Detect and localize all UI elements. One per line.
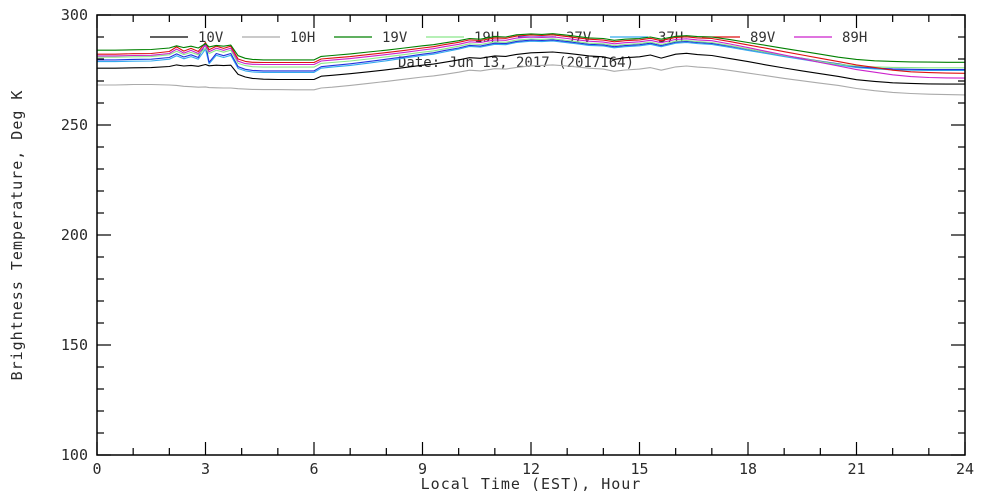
series-line-37H bbox=[97, 40, 965, 73]
y-tick-label: 200 bbox=[61, 226, 88, 244]
x-tick-label: 15 bbox=[630, 460, 648, 478]
frame bbox=[96, 14, 966, 456]
series-line-10V bbox=[97, 51, 965, 85]
series bbox=[97, 33, 966, 96]
y-axis-title: Brightness Temperature, Deg K bbox=[8, 90, 26, 381]
x-tick-label: 0 bbox=[92, 460, 101, 478]
x-tick-label: 3 bbox=[201, 460, 210, 478]
y-axis-label: Brightness Temperature, Deg K bbox=[8, 90, 26, 381]
series-line-89V bbox=[97, 34, 966, 74]
y-tick-label: 250 bbox=[61, 116, 88, 134]
x-tick-label: 9 bbox=[418, 460, 427, 478]
legend-label-89H: 89H bbox=[842, 30, 867, 46]
x-axis-label: Local Time (EST), Hour bbox=[421, 475, 642, 493]
plot-frame bbox=[96, 14, 966, 456]
series-line-89H bbox=[97, 36, 966, 79]
legend-label-10V: 10V bbox=[198, 30, 224, 46]
ticks bbox=[96, 14, 966, 456]
legend-label-10H: 10H bbox=[290, 30, 315, 46]
y-tick-labels: 100 150 200 250 300 bbox=[61, 6, 88, 464]
x-tick-label: 24 bbox=[956, 460, 974, 478]
x-tick-labels: 0 3 6 9 12 15 18 21 24 bbox=[92, 460, 974, 478]
y-tick-label: 300 bbox=[61, 6, 88, 24]
series-line-10H bbox=[97, 64, 966, 96]
x-tick-label: 21 bbox=[847, 460, 865, 478]
x-tick-label: 18 bbox=[739, 460, 757, 478]
y-tick-label: 100 bbox=[61, 446, 88, 464]
series-line-19V bbox=[97, 33, 965, 63]
x-tick-label: 12 bbox=[522, 460, 540, 478]
x-tick-label: 6 bbox=[309, 460, 318, 478]
x-axis-title: Local Time (EST), Hour bbox=[421, 475, 642, 493]
legend-label-19V: 19V bbox=[382, 30, 408, 46]
series-line-19H bbox=[97, 38, 965, 69]
legend-label-89V: 89V bbox=[750, 30, 776, 46]
y-tick-label: 150 bbox=[61, 336, 88, 354]
